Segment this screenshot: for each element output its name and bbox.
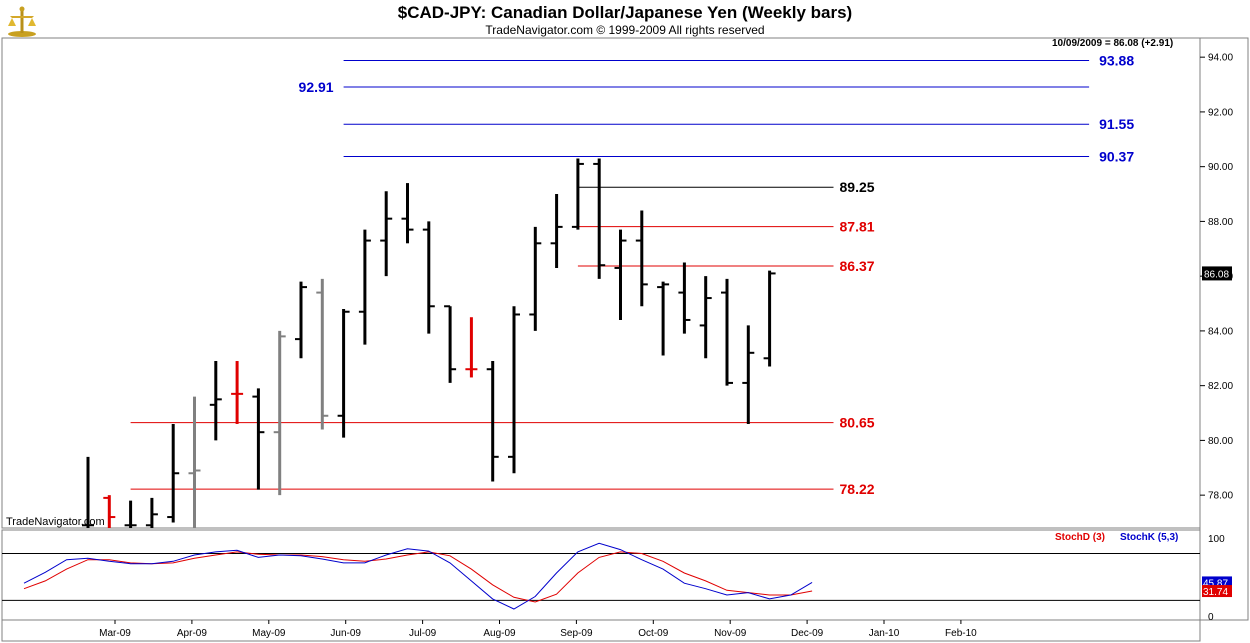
ohlc-bar	[657, 281, 670, 356]
chart-title: $CAD-JPY: Canadian Dollar/Japanese Yen (…	[397, 3, 853, 22]
price-axis	[1199, 37, 1249, 621]
x-tick-label: Jul-09	[409, 628, 437, 639]
x-tick-label: Jan-10	[869, 628, 900, 639]
ohlc-bar	[678, 262, 691, 334]
ohlc-bar	[103, 495, 116, 528]
ohlc-bar	[571, 158, 584, 230]
ohlc-bar	[635, 210, 648, 307]
ohlc-bar	[763, 270, 776, 367]
y-tick-label: 80.00	[1208, 436, 1233, 447]
last-price-box	[1202, 266, 1232, 281]
stoch-tick-label: 0	[1208, 612, 1214, 623]
ohlc-bar	[593, 158, 606, 279]
ohlc-bar	[486, 361, 499, 482]
ohlc-bar	[614, 229, 627, 320]
watermark: TradeNavigator.com	[6, 516, 105, 528]
stoch-tick-label: 100	[1208, 534, 1225, 545]
x-tick-label: Mar-09	[99, 628, 131, 639]
x-tick-label: Aug-09	[483, 628, 516, 639]
chart-subtitle: TradeNavigator.com © 1999-2009 All right…	[485, 23, 765, 37]
stochk-legend: StochK (5,3)	[1120, 532, 1179, 543]
y-tick-label: 94.00	[1208, 53, 1233, 64]
stochd-legend: StochD (3)	[1055, 532, 1105, 543]
ohlc-bar	[231, 361, 244, 424]
last-price-label: 86.08	[1204, 269, 1229, 280]
x-tick-label: Dec-09	[791, 628, 824, 639]
ohlc-bar	[295, 281, 307, 359]
level-label: 92.91	[299, 79, 334, 95]
ohlc-bar	[465, 317, 478, 378]
ohlc-bar	[699, 276, 712, 359]
y-tick-label: 90.00	[1208, 162, 1233, 173]
level-label: 86.37	[840, 258, 875, 274]
ohlc-bar	[358, 229, 371, 345]
y-tick-label: 84.00	[1208, 326, 1233, 337]
level-label: 78.22	[840, 481, 875, 497]
ohlc-bar	[444, 305, 457, 383]
x-tick-label: Apr-09	[177, 628, 207, 639]
level-label: 80.65	[840, 415, 875, 431]
ohlc-bar	[550, 194, 563, 268]
last-quote-status: 10/09/2009 = 86.08 (+2.91)	[1052, 38, 1174, 49]
ohlc-bar	[380, 191, 393, 277]
ohlc-bar	[742, 325, 755, 424]
level-label: 90.37	[1099, 149, 1134, 165]
ohlc-bar	[316, 278, 329, 430]
x-tick-label: Sep-09	[560, 628, 593, 639]
ohlc-bar	[401, 183, 414, 244]
y-tick-label: 82.00	[1208, 381, 1233, 392]
level-label: 91.55	[1099, 116, 1134, 132]
y-tick-label: 88.00	[1208, 217, 1233, 228]
stochk-line	[23, 542, 813, 610]
y-tick-label: 92.00	[1208, 107, 1233, 118]
ohlc-bar	[145, 497, 158, 528]
time-axis	[1, 619, 1201, 642]
ohlc-bar	[209, 361, 222, 441]
x-tick-label: Nov-09	[714, 628, 747, 639]
x-tick-label: May-09	[252, 628, 286, 639]
trade-navigator-logo	[6, 4, 38, 38]
stoch-panel	[1, 529, 1201, 621]
ohlc-bar	[422, 221, 435, 334]
ohlc-bar	[337, 309, 350, 438]
y-tick-label: 78.00	[1208, 491, 1233, 502]
price-panel	[1, 37, 1201, 529]
ohlc-bar	[508, 306, 520, 474]
stochd-value: 31.74	[1203, 587, 1228, 598]
level-label: 93.88	[1099, 52, 1134, 68]
ohlc-bar	[188, 396, 201, 528]
stochd-value-box	[1202, 585, 1232, 598]
x-tick-label: Jun-09	[330, 628, 361, 639]
stochk-value: 45.87	[1203, 578, 1228, 589]
ohlc-bar	[252, 388, 265, 490]
ohlc-bar	[167, 423, 180, 523]
ohlc-bar	[124, 500, 137, 528]
level-label: 87.81	[840, 219, 875, 235]
ohlc-bar	[273, 330, 286, 496]
ohlc-bar	[82, 456, 94, 528]
x-tick-label: Feb-10	[945, 628, 977, 639]
level-label: 89.25	[840, 179, 875, 195]
x-tick-label: Oct-09	[638, 628, 668, 639]
ohlc-bar	[721, 278, 733, 386]
ohlc-bar	[529, 226, 542, 331]
